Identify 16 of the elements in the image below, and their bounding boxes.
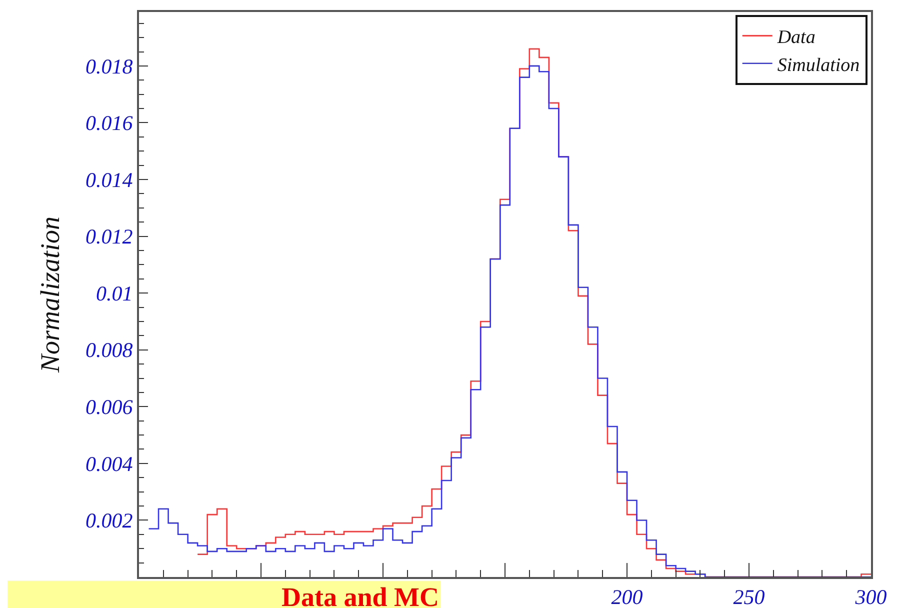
text: Data and MC: [281, 582, 439, 608]
y-axis-title: Normalization: [35, 216, 66, 374]
x-tick-label: 200: [611, 585, 644, 608]
legend-label: Data: [776, 27, 816, 48]
y-tick-label: 0.008: [86, 338, 134, 362]
y-tick-label: 0.006: [86, 395, 134, 419]
y-tick-label: 0.004: [86, 452, 134, 476]
y-tick-label: 0.016: [86, 111, 134, 136]
y-tick-label: 0.012: [86, 224, 134, 249]
y-tick-label: 0.014: [86, 168, 134, 192]
y-tick-label: 0.018: [86, 54, 134, 78]
legend-label: Simulation: [777, 54, 860, 76]
x-tick-label: 300: [854, 585, 888, 608]
y-tick-label: 0.01: [96, 281, 133, 306]
x-tick-label: 250: [733, 585, 766, 608]
y-tick-label: 0.002: [86, 508, 134, 533]
